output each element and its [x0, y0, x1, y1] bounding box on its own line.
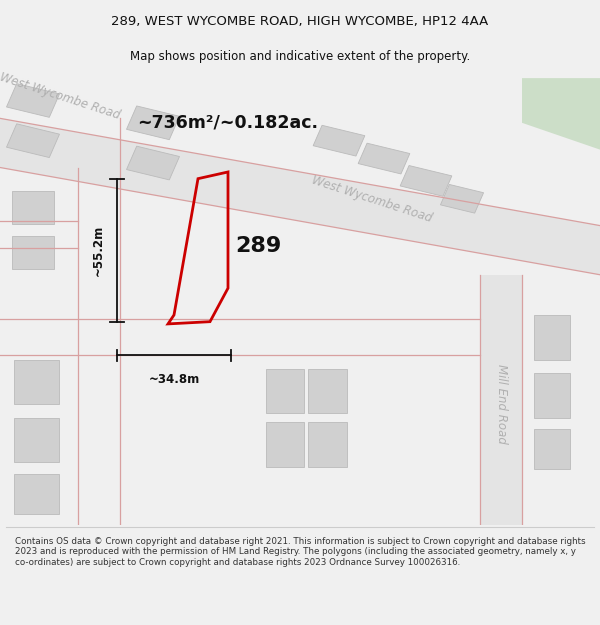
Polygon shape — [480, 275, 522, 525]
Polygon shape — [534, 429, 570, 469]
Polygon shape — [7, 124, 59, 158]
Polygon shape — [265, 422, 304, 467]
Text: West Wycombe Road: West Wycombe Road — [310, 173, 434, 224]
Polygon shape — [358, 143, 410, 174]
Text: Contains OS data © Crown copyright and database right 2021. This information is : Contains OS data © Crown copyright and d… — [15, 537, 586, 567]
Polygon shape — [7, 84, 59, 118]
Polygon shape — [522, 78, 600, 149]
Polygon shape — [127, 146, 179, 180]
Polygon shape — [308, 422, 347, 467]
Polygon shape — [12, 236, 54, 269]
Polygon shape — [14, 418, 59, 462]
Polygon shape — [0, 118, 600, 275]
Polygon shape — [400, 166, 452, 196]
Text: Mill End Road: Mill End Road — [494, 364, 508, 444]
Text: 289: 289 — [235, 236, 281, 256]
Polygon shape — [127, 106, 179, 139]
Text: Map shows position and indicative extent of the property.: Map shows position and indicative extent… — [130, 50, 470, 62]
Text: 289, WEST WYCOMBE ROAD, HIGH WYCOMBE, HP12 4AA: 289, WEST WYCOMBE ROAD, HIGH WYCOMBE, HP… — [112, 16, 488, 28]
Text: ~34.8m: ~34.8m — [148, 373, 200, 386]
Polygon shape — [14, 359, 59, 404]
Polygon shape — [308, 369, 347, 413]
Polygon shape — [313, 125, 365, 156]
Text: West Wycombe Road: West Wycombe Road — [0, 71, 122, 122]
Polygon shape — [12, 191, 54, 224]
Polygon shape — [534, 315, 570, 359]
Polygon shape — [14, 474, 59, 514]
Text: ~736m²/~0.182ac.: ~736m²/~0.182ac. — [137, 114, 319, 132]
Text: ~55.2m: ~55.2m — [91, 224, 104, 276]
Polygon shape — [440, 184, 484, 213]
Polygon shape — [534, 373, 570, 418]
Polygon shape — [265, 369, 304, 413]
